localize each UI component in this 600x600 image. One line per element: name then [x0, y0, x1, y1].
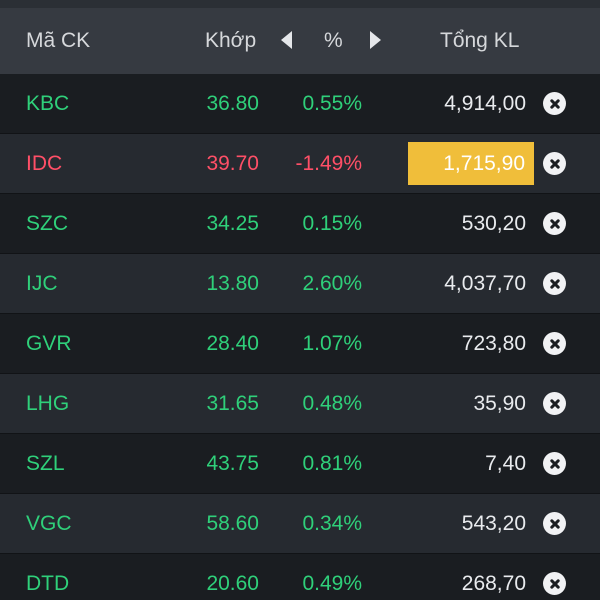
- watchlist-table: KBC 36.80 0.55% 4,914,00 IDC 39.70 -1.49…: [0, 74, 600, 600]
- remove-icon[interactable]: [543, 392, 566, 415]
- remove-icon[interactable]: [543, 452, 566, 475]
- table-row[interactable]: SZL 43.75 0.81% 7,40: [0, 434, 600, 494]
- table-row[interactable]: IDC 39.70 -1.49% 1,715,90: [0, 134, 600, 194]
- table-row[interactable]: GVR 28.40 1.07% 723,80: [0, 314, 600, 374]
- caret-right-icon: [370, 30, 381, 49]
- price-cell: 20.60: [206, 572, 259, 595]
- symbol-cell[interactable]: GVR: [26, 332, 72, 355]
- remove-icon[interactable]: [543, 92, 566, 115]
- volume-cell: 7,40: [485, 452, 526, 475]
- volume-cell: 530,20: [461, 212, 526, 235]
- change-cell: 2.60%: [302, 272, 362, 295]
- change-cell: 0.55%: [302, 92, 362, 115]
- header-symbol[interactable]: Mã CK: [26, 29, 91, 52]
- price-cell: 58.60: [206, 512, 259, 535]
- table-row[interactable]: VGC 58.60 0.34% 543,20: [0, 494, 600, 554]
- volume-cell: 35,90: [473, 392, 526, 415]
- next-column-button[interactable]: [370, 8, 381, 74]
- table-header: Mã CK Khớp % Tổng KL: [0, 8, 600, 74]
- remove-icon[interactable]: [543, 512, 566, 535]
- volume-cell: 723,80: [461, 332, 526, 355]
- change-cell: -1.49%: [295, 152, 362, 175]
- price-cell: 13.80: [206, 272, 259, 295]
- remove-icon[interactable]: [543, 212, 566, 235]
- top-strip: [0, 0, 600, 8]
- header-volume[interactable]: Tổng KL: [440, 29, 520, 52]
- header-percent[interactable]: %: [324, 29, 343, 52]
- price-cell: 36.80: [206, 92, 259, 115]
- table-row[interactable]: SZC 34.25 0.15% 530,20: [0, 194, 600, 254]
- symbol-cell[interactable]: LHG: [26, 392, 70, 415]
- symbol-cell[interactable]: SZC: [26, 212, 68, 235]
- price-cell: 31.65: [206, 392, 259, 415]
- table-row[interactable]: LHG 31.65 0.48% 35,90: [0, 374, 600, 434]
- symbol-cell[interactable]: KBC: [26, 92, 70, 115]
- header-price[interactable]: Khớp: [205, 29, 257, 52]
- table-row[interactable]: DTD 20.60 0.49% 268,70: [0, 554, 600, 600]
- price-cell: 39.70: [206, 152, 259, 175]
- volume-cell: 268,70: [461, 572, 526, 595]
- symbol-cell[interactable]: SZL: [26, 452, 65, 475]
- volume-cell: 4,914,00: [444, 92, 526, 115]
- remove-icon[interactable]: [543, 152, 566, 175]
- change-cell: 1.07%: [302, 332, 362, 355]
- remove-icon[interactable]: [543, 272, 566, 295]
- table-row[interactable]: IJC 13.80 2.60% 4,037,70: [0, 254, 600, 314]
- volume-cell: 543,20: [461, 512, 526, 535]
- caret-left-icon: [281, 30, 292, 49]
- symbol-cell[interactable]: IDC: [26, 152, 63, 175]
- change-cell: 0.48%: [302, 392, 362, 415]
- price-cell: 43.75: [206, 452, 259, 475]
- prev-column-button[interactable]: [281, 8, 292, 74]
- volume-cell: 4,037,70: [444, 272, 526, 295]
- symbol-cell[interactable]: DTD: [26, 572, 70, 595]
- volume-cell: 1,715,90: [408, 142, 534, 185]
- symbol-cell[interactable]: IJC: [26, 272, 58, 295]
- remove-icon[interactable]: [543, 332, 566, 355]
- change-cell: 0.34%: [302, 512, 362, 535]
- price-cell: 34.25: [206, 212, 259, 235]
- change-cell: 0.49%: [302, 572, 362, 595]
- remove-icon[interactable]: [543, 572, 566, 595]
- price-cell: 28.40: [206, 332, 259, 355]
- symbol-cell[interactable]: VGC: [26, 512, 72, 535]
- change-cell: 0.81%: [302, 452, 362, 475]
- table-row[interactable]: KBC 36.80 0.55% 4,914,00: [0, 74, 600, 134]
- change-cell: 0.15%: [302, 212, 362, 235]
